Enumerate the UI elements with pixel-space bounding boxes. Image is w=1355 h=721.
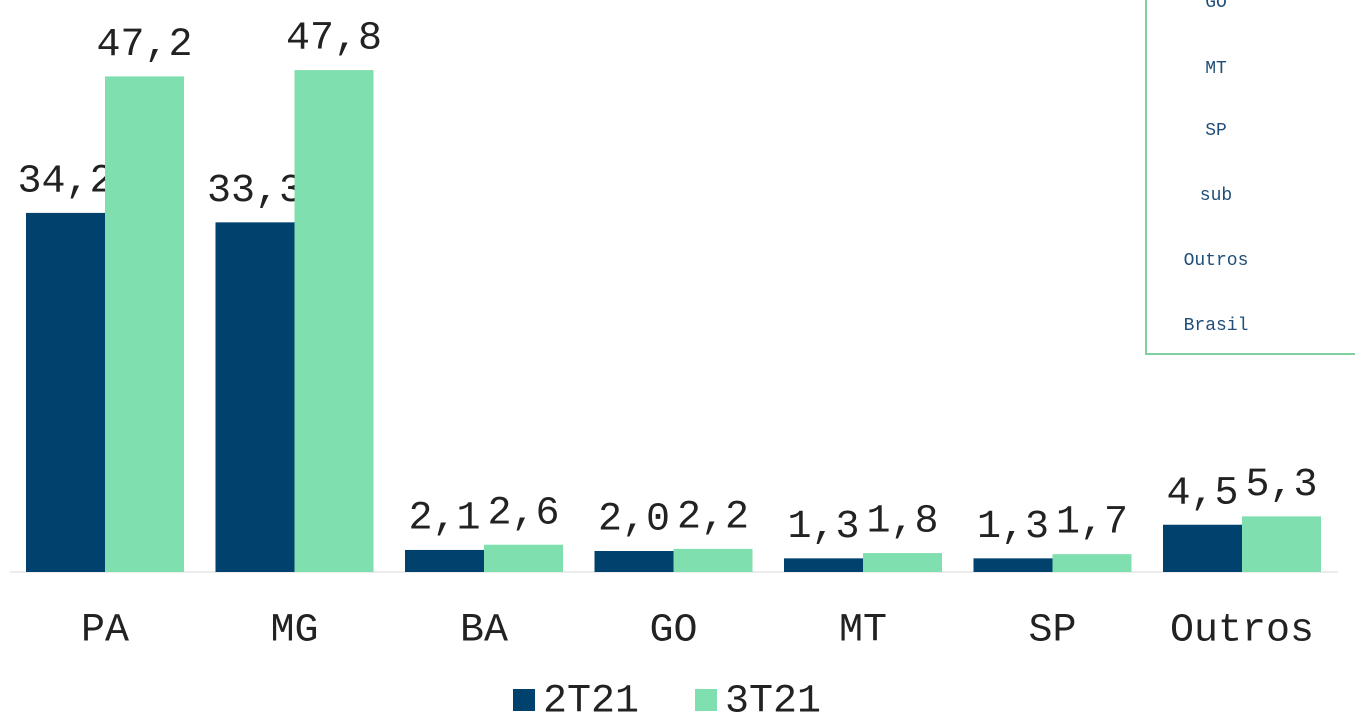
bar: [973, 558, 1053, 572]
x-tick-label: SP: [1028, 609, 1076, 654]
data-label: 47,8: [286, 17, 382, 62]
table-row-label: sub: [1200, 186, 1232, 206]
data-label: 2,1: [408, 497, 480, 542]
bar: [215, 222, 295, 572]
x-tick-label: BA: [460, 609, 508, 654]
bar: [594, 551, 674, 572]
data-label: 4,5: [1166, 471, 1238, 516]
bar: [105, 76, 184, 573]
data-label: 34,2: [17, 159, 113, 204]
table-row-label: Outros: [1184, 251, 1249, 271]
table-row-label: MT: [1205, 59, 1227, 79]
data-label: 47,2: [96, 23, 192, 68]
legend-swatch: [513, 689, 535, 711]
table-overlay: GO MT SP sub Outros Brasil: [1145, 0, 1355, 355]
data-label: 1,3: [787, 505, 859, 550]
data-label: 1,7: [1056, 501, 1128, 546]
x-tick-label: MT: [839, 609, 887, 654]
data-label: 5,3: [1245, 463, 1317, 508]
legend-label: 3T21: [725, 680, 821, 721]
table-box: [1145, 0, 1355, 355]
x-tick-label: PA: [81, 609, 129, 654]
data-label: 2,2: [677, 495, 749, 540]
bar: [484, 544, 563, 572]
bar: [784, 558, 863, 572]
bar: [1052, 554, 1132, 572]
bar: [863, 553, 942, 572]
data-label: 2,0: [598, 498, 670, 543]
bar: [405, 549, 484, 572]
table-row-label: Brasil: [1184, 316, 1249, 336]
table-row-label: GO: [1205, 0, 1227, 13]
bar: [1242, 516, 1321, 572]
data-label: 1,3: [977, 505, 1049, 550]
legend-swatch: [695, 689, 717, 711]
table-row-label: SP: [1205, 121, 1227, 141]
x-tick-label: GO: [649, 609, 697, 654]
bar: [26, 212, 105, 572]
x-tick-label: Outros: [1170, 609, 1314, 654]
bar: [1163, 524, 1242, 572]
legend-label: 2T21: [543, 680, 639, 721]
bar: [294, 70, 374, 572]
x-tick-label: MG: [270, 609, 318, 654]
bar: [673, 548, 753, 572]
data-label: 33,3: [207, 169, 303, 214]
data-label: 1,8: [866, 500, 938, 545]
data-label: 2,6: [487, 491, 559, 536]
